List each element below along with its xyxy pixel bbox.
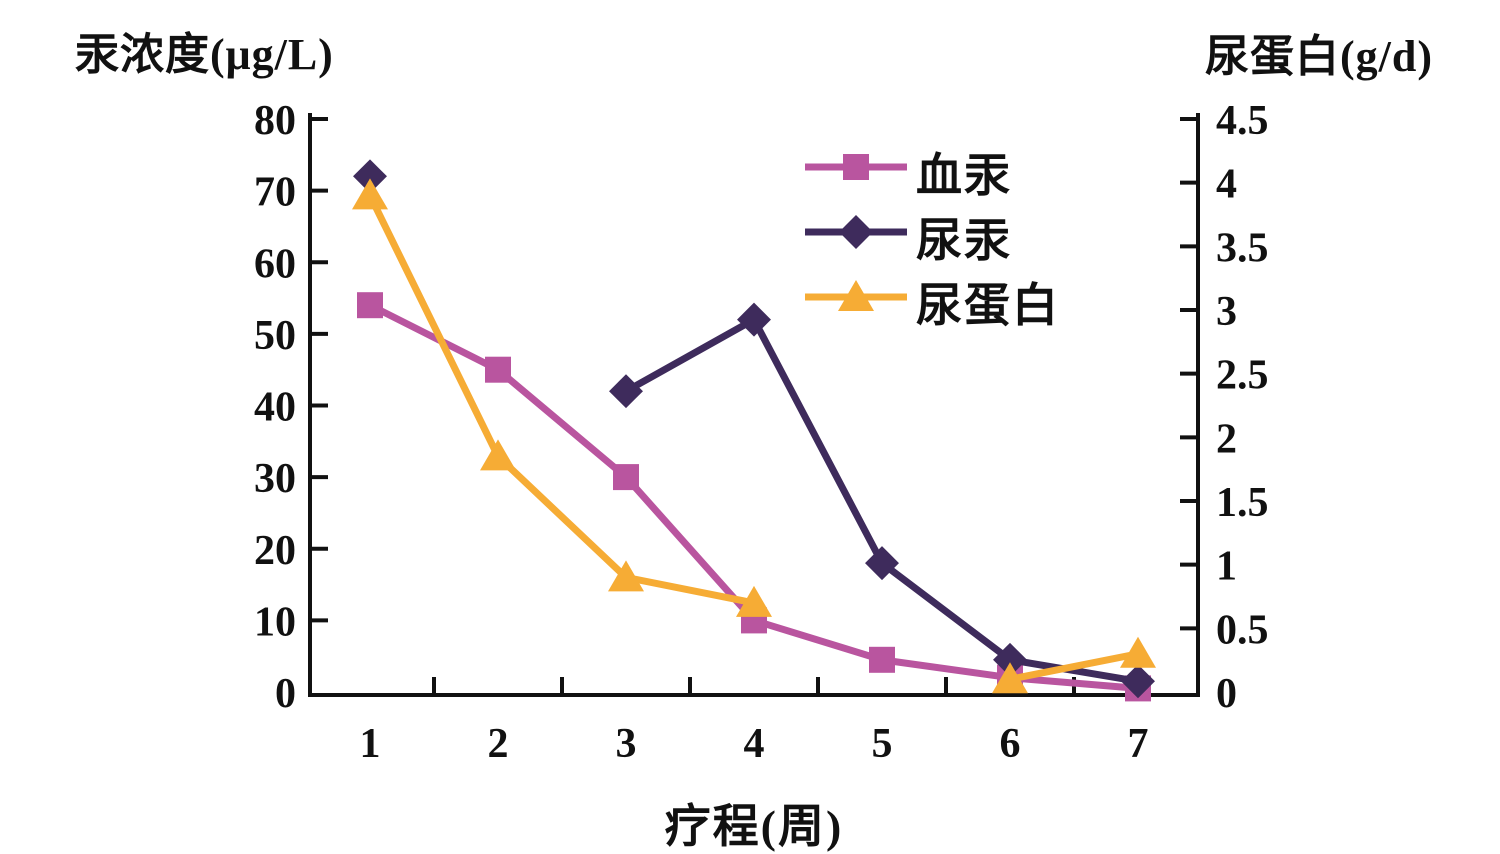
tick-labels: 80 70 60 50 40 30 20 10 0 4.5 4 3.5 3 2.5 2 1.5 1 0.5 0 1 2 3… [254,98,1269,767]
triangle-marker [352,178,388,210]
x-tick-label: 3 [616,721,637,767]
diamond-marker [839,215,873,249]
right-tick-label: 1.5 [1216,480,1269,526]
left-tick-label: 60 [254,241,296,287]
triangle-marker [838,280,874,311]
series-blood-mercury [357,292,1151,702]
x-tick-label: 5 [872,721,893,767]
triangle-marker [992,662,1028,694]
x-tick-label: 7 [1128,721,1149,767]
diamond-marker [865,546,899,581]
legend-swatch-blood-mercury [805,154,907,180]
square-marker [843,154,869,180]
legend-label-urine-protein: 尿蛋白 [916,280,1060,331]
left-tick-label: 50 [254,313,296,359]
triangle-marker [608,560,644,592]
x-tick-label: 2 [488,721,509,767]
series-urine-mercury [353,159,1155,699]
square-marker [869,646,895,673]
left-axis-title: 汞浓度(μg/L) [75,30,334,79]
square-marker [613,464,639,491]
legend-label-urine-mercury: 尿汞 [916,215,1012,266]
triangle-marker [736,585,772,617]
triangle-marker [1120,636,1156,668]
left-tick-label: 30 [254,456,296,502]
right-axis-title: 尿蛋白(g/d) [1205,32,1433,81]
triangle-marker [480,439,516,471]
x-axis-title: 疗程(周) [664,801,844,852]
diamond-marker [1121,664,1155,699]
diamond-marker [993,642,1027,677]
right-tick-label: 2 [1216,416,1237,462]
diamond-marker [609,374,643,409]
right-tick-label: 2.5 [1216,353,1269,399]
right-tick-label: 0.5 [1216,607,1269,653]
right-tick-label: 4 [1216,162,1237,208]
right-tick-label: 3.5 [1216,225,1269,271]
diamond-marker [737,302,771,337]
left-tick-label: 10 [254,599,296,645]
legend-swatch-urine-protein [805,280,907,311]
tick-marks [310,117,1198,695]
right-tick-label: 3 [1216,289,1237,335]
x-tick-label: 1 [360,721,381,767]
square-marker [485,356,511,383]
left-tick-label: 80 [254,98,296,144]
x-tick-label: 4 [744,721,765,767]
left-tick-label: 0 [275,671,296,717]
left-tick-label: 70 [254,170,296,216]
right-tick-label: 4.5 [1216,98,1269,144]
left-tick-label: 20 [254,528,296,574]
right-tick-label: 1 [1216,544,1237,590]
legend-label-blood-mercury: 血汞 [916,150,1012,201]
x-tick-label: 6 [1000,721,1021,767]
diamond-marker [353,159,387,194]
square-marker [357,292,383,319]
legend-swatch-urine-mercury [805,215,907,249]
left-tick-label: 40 [254,385,296,431]
series-urine-protein [352,178,1156,694]
right-tick-label: 0 [1216,671,1237,717]
